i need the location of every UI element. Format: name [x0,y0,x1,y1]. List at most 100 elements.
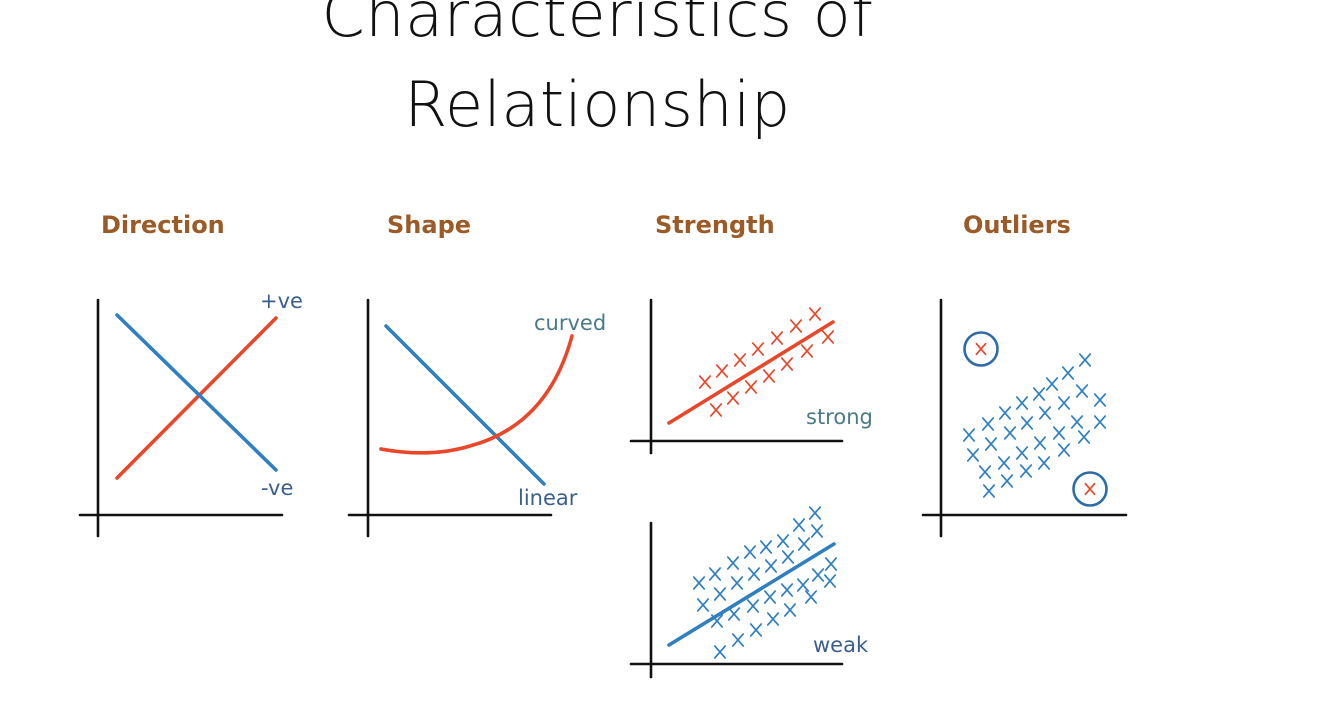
strong-label: strong [806,405,873,429]
strong-point-cross [698,375,712,389]
direction-panel: +ve -ve [78,289,303,538]
outlier-scatter-cross [1075,384,1089,398]
weak-point-cross [763,590,777,604]
outlier-scatter-cross [1015,446,1029,460]
weak-point-cross [747,567,761,581]
weak-point-cross [692,576,706,590]
weak-point-cross [810,524,824,538]
weak-panel: weak [629,506,869,679]
weak-point-cross [713,645,727,659]
strong-point-cross [733,353,747,367]
outlier-scatter-cross [1037,456,1051,470]
strong-scatter-points [698,307,835,417]
strong-point-cross [744,380,758,394]
outlier-scatter-cross [1070,415,1084,429]
outlier-scatter-cross [1032,387,1046,401]
weak-point-cross [759,540,773,554]
strong-panel: strong [629,298,873,455]
outlier-scatter-cross [1057,443,1071,457]
outlier-scatter-cross [998,406,1012,420]
weak-point-cross [823,574,837,588]
weak-scatter-points [692,506,838,659]
outlier-scatter-cross [982,484,996,498]
outlier-scatter-cross [1038,406,1052,420]
outlier-scatter-cross [1078,353,1092,367]
outliers-scatter-points [962,353,1107,498]
strong-point-cross [751,342,765,356]
outlier-scatter-cross [1052,426,1066,440]
outlier-scatter-cross [1019,464,1033,478]
weak-trend-line [667,542,836,647]
weak-point-cross [727,607,741,621]
positive-trend-line [115,316,278,480]
weak-label: weak [813,633,869,657]
weak-point-cross [792,518,806,532]
weak-point-cross [713,587,727,601]
outlier-scatter-cross [981,417,995,431]
strong-trend-line [667,320,835,425]
outliers-panel [921,298,1128,538]
curved-trend-line [379,334,574,455]
weak-point-cross [710,614,724,628]
weak-point-cross [824,557,838,571]
outlier-point-top [975,342,987,356]
slide-title-line-1: Characteristics of [321,0,874,51]
weak-point-cross [783,603,797,617]
strong-point-cross [800,344,814,358]
outliers-heading: Outliers [963,211,1071,239]
curved-label: curved [534,311,606,335]
strong-point-cross [715,364,729,378]
weak-point-cross [731,633,745,647]
weak-point-cross [746,599,760,613]
negative-label: -ve [261,476,293,500]
shape-panel: curved linear [347,298,606,538]
outlier-scatter-cross [1057,396,1071,410]
weak-point-cross [811,568,825,582]
outlier-scatter-cross [978,465,992,479]
outlier-ring-bottom [1072,471,1108,507]
strong-point-cross [709,403,723,417]
outlier-scatter-cross [1000,474,1014,488]
strong-point-cross [762,369,776,383]
outlier-scatter-cross [1093,415,1107,429]
weak-point-cross [749,623,763,637]
shape-heading: Shape [387,211,472,239]
weak-point-cross [797,537,811,551]
outlier-ring-top [963,331,999,367]
strong-point-cross [780,357,794,371]
outlier-scatter-cross [962,428,976,442]
outlier-scatter-cross [1015,396,1029,410]
outlier-scatter-cross [997,456,1011,470]
weak-point-cross [796,578,810,592]
strong-point-cross [770,331,784,345]
outlier-scatter-cross [1061,366,1075,380]
weak-point-cross [743,545,757,559]
negative-trend-line [115,313,278,472]
strong-point-cross [726,391,740,405]
slide-title-line-2: Relationship [404,68,791,141]
outlier-scatter-cross [1077,430,1091,444]
weak-point-cross [804,590,818,604]
weak-point-cross [780,583,794,597]
weak-point-cross [781,550,795,564]
weak-point-cross [730,576,744,590]
outlier-scatter-cross [1093,393,1107,407]
weak-point-cross [808,506,822,520]
outlier-scatter-cross [1020,416,1034,430]
weak-point-cross [776,534,790,548]
weak-point-cross [764,559,778,573]
linear-trend-line [384,324,546,486]
weak-point-cross [766,612,780,626]
direction-heading: Direction [101,211,225,239]
outlier-scatter-cross [984,437,998,451]
strong-point-cross [789,319,803,333]
positive-label: +ve [260,289,303,313]
weak-point-cross [726,556,740,570]
weak-point-cross [708,567,722,581]
strong-point-cross [821,330,835,344]
outlier-scatter-cross [1045,377,1059,391]
strong-point-cross [808,307,822,321]
outlier-marks [975,342,1096,496]
outlier-scatter-cross [966,448,980,462]
